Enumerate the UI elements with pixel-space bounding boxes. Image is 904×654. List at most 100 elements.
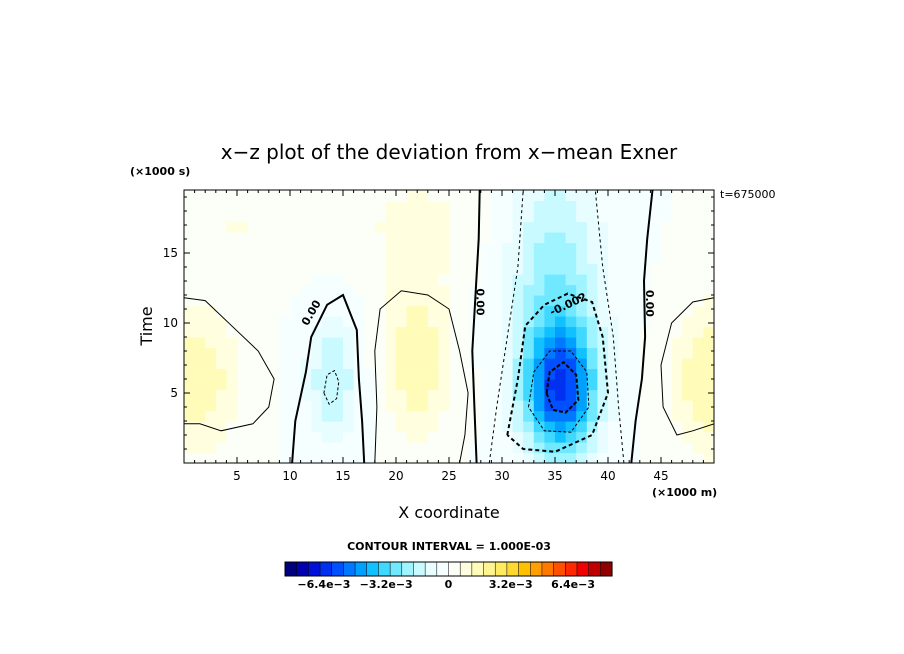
field-cell [258,400,270,412]
field-cell [565,326,577,338]
field-cell [565,379,577,391]
field-cell [194,389,206,401]
field-cell [459,232,471,244]
field-cell [502,337,514,349]
field-cell [427,211,439,223]
field-cell [682,263,694,275]
field-cell [576,379,588,391]
field-cell [502,452,514,463]
field-cell [417,421,429,433]
field-cell [586,200,598,212]
field-cell [226,379,238,391]
field-cell [512,190,524,202]
field-cell [353,305,365,317]
field-cell [300,326,312,338]
field-cell [533,295,545,307]
field-cell [311,442,323,454]
field-cell [459,389,471,401]
field-cell [491,421,503,433]
field-cell [343,410,355,422]
field-cell [502,221,514,233]
field-cell [629,221,641,233]
field-cell [258,200,270,212]
field-cell [226,295,238,307]
field-cell [215,263,227,275]
field-cell [279,379,291,391]
field-cell [449,305,461,317]
field-cell [247,389,259,401]
field-cell [449,410,461,422]
field-cell [480,421,492,433]
field-cell [385,410,397,422]
field-cell [290,253,302,265]
field-cell [438,274,450,286]
field-cell [268,326,280,338]
zero-contour-right [630,190,654,463]
x-tick-label: 30 [494,469,509,483]
field-cell [385,337,397,349]
field-cell [480,442,492,454]
field-cell [364,316,376,328]
field-cell [671,358,683,370]
field-cell [555,221,567,233]
field-cell [364,368,376,380]
field-cell [629,379,641,391]
field-cell [194,295,206,307]
field-cell [544,358,556,370]
field-cell [226,421,238,433]
field-cell [618,400,630,412]
field-cell [332,442,344,454]
field-cell [237,253,249,265]
field-cell [353,347,365,359]
field-cell [555,274,567,286]
field-cell [703,347,714,359]
field-cell [491,326,503,338]
field-cell [533,242,545,254]
field-cell [226,211,238,223]
field-cell [449,442,461,454]
field-cell [427,190,439,202]
contour-interval-label: CONTOUR INTERVAL = 1.000E-03 [347,540,551,553]
field-cell [586,253,598,265]
field-cell [268,305,280,317]
field-cell [290,263,302,275]
field-cell [300,442,312,454]
field-cell [576,410,588,422]
field-cell [311,253,323,265]
field-cell [226,200,238,212]
field-cell [661,347,673,359]
field-cell [385,274,397,286]
field-cell [279,190,291,202]
field-cell [332,200,344,212]
field-cell [374,221,386,233]
field-cell [661,263,673,275]
field-cell [618,305,630,317]
field-cell [353,431,365,443]
field-cell [237,452,249,463]
field-cell [184,200,196,212]
field-cell [300,347,312,359]
contour-layer [184,190,714,463]
field-cell [618,368,630,380]
field-cell [671,211,683,223]
field-cell [650,190,662,202]
field-cell [417,274,429,286]
field-cell [480,358,492,370]
field-cell [491,242,503,254]
field-cell [396,421,408,433]
field-cell [279,442,291,454]
field-cell [682,452,694,463]
field-cell [544,389,556,401]
field-cell [364,337,376,349]
field-cell [300,295,312,307]
field-cell [247,431,259,443]
field-cell [374,295,386,307]
field-cell [682,190,694,202]
time-stamp-label: t=675000 [720,188,776,201]
field-cell [311,232,323,244]
y-tick-label: 5 [170,386,178,400]
field-cell [268,347,280,359]
field-cell [396,389,408,401]
field-cell [396,358,408,370]
field-cell [565,347,577,359]
